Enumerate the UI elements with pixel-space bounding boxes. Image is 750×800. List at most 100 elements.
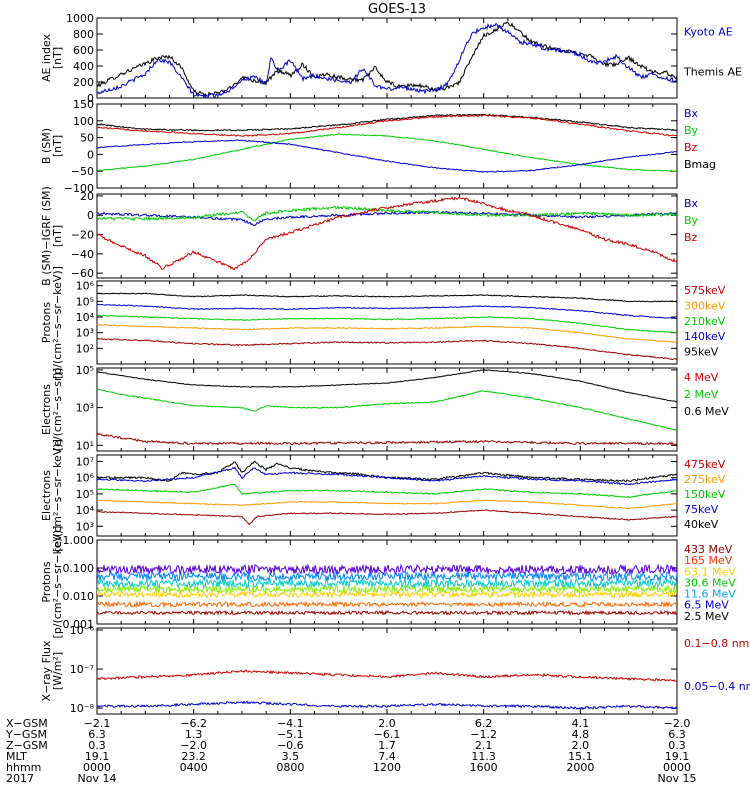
series-group	[97, 563, 677, 617]
ephemeris-value: 0000	[83, 761, 111, 774]
series-bmag	[97, 113, 677, 132]
y-axis-label: [p/(cm²−s−sr−keV)]	[51, 266, 64, 379]
y-tick-label: −100	[64, 182, 94, 195]
y-tick-label: 100	[73, 115, 94, 128]
ephemeris-row-label: 2017	[6, 772, 34, 785]
series-bz	[97, 196, 677, 271]
panel-frame	[96, 627, 678, 715]
y-tick-label: 400	[73, 60, 94, 73]
legend-entry: 75keV	[684, 503, 719, 516]
ephemeris-value: −2.0	[664, 717, 691, 730]
y-tick-label: 10⁵	[76, 488, 94, 501]
y-tick-label: 600	[73, 44, 94, 57]
panel-bdiff: −60 −40 −20 0 20 B (SM)−IGRF (SM)[nT] Bx By Bz	[40, 186, 699, 286]
y-tick-label: 10³	[76, 327, 94, 340]
series-themis-ae	[97, 21, 677, 98]
chart-title: GOES-13	[368, 2, 426, 17]
series-by	[97, 133, 677, 172]
series-group	[97, 369, 677, 446]
legend-entry: 0.6 MeV	[684, 405, 729, 418]
legend-entry: 0.05−0.4 nm	[684, 680, 750, 693]
legend-entry: 140keV	[684, 330, 726, 343]
panel-frame	[96, 454, 678, 537]
series-165-mev	[97, 570, 677, 583]
legend-entry: Bx	[684, 197, 699, 210]
series-kyoto-ae	[97, 22, 677, 98]
panel-bsm: −100 −50 0 50 100 150 B (SM)[nT] Bx By Bz Bmag	[40, 98, 716, 195]
ephemeris-value: 15.1	[568, 750, 593, 763]
ephemeris-axis: X−GSM −2.1 −6.2 −4.1 2.0 6.2 4.1 −2.0 Y−GSM 6.3 1.…	[5, 717, 696, 785]
series-30-6-mev	[97, 584, 677, 595]
series-bx	[97, 210, 677, 227]
ephemeris-value: 4.8	[572, 728, 590, 741]
ephemeris-value: −0.6	[277, 739, 304, 752]
series-433-mev	[97, 563, 677, 576]
y-tick-label: 10³	[76, 402, 94, 415]
y-tick-label: 10⁻⁷	[70, 663, 94, 676]
ephemeris-value: 1.3	[185, 728, 203, 741]
ephemeris-value: −1.2	[470, 728, 497, 741]
panel-xray: 10⁻⁸ 10⁻⁷ 10⁻⁶ X−ray Flux[W/m²] 0.1−0.8 nm 0.…	[40, 624, 750, 715]
ephemeris-row-label: X−GSM	[6, 717, 48, 730]
y-tick-label: 10⁴	[76, 504, 95, 517]
ephemeris-value: 19.1	[665, 750, 690, 763]
ephemeris-value: 7.4	[378, 750, 396, 763]
ephemeris-value: 1.7	[378, 739, 396, 752]
panel-frame	[96, 280, 678, 365]
ephemeris-value: 0400	[180, 761, 208, 774]
y-axis-label: [p/(cm²−s−sr−keV)]	[51, 526, 64, 639]
legend-entry: 150keV	[684, 488, 726, 501]
panel-frame	[96, 193, 678, 279]
legend-entry: Bz	[684, 231, 698, 244]
y-axis-label: Protons	[40, 561, 53, 602]
y-axis-label: Protons	[40, 302, 53, 343]
ephemeris-value: Nov 14	[78, 772, 117, 785]
y-tick-label: 150	[73, 98, 94, 111]
series-by	[97, 205, 677, 222]
ephemeris-value: −2.0	[180, 739, 207, 752]
legend-entry: 4 MeV	[684, 371, 719, 384]
y-axis-label: X−ray Flux	[40, 640, 53, 701]
series-green	[97, 388, 677, 432]
panel-ae: 0 200 400 600 800 1000 AE index[nT] Kyoto AE The…	[40, 12, 742, 105]
legend-entry: 2 MeV	[684, 388, 719, 401]
ephemeris-value: 1200	[373, 761, 401, 774]
y-tick-label: 1000	[66, 12, 94, 25]
series-bz	[97, 114, 677, 138]
ephemeris-value: 0000	[663, 761, 691, 774]
y-tick-label: 10⁶	[76, 472, 95, 485]
series-orange	[97, 499, 677, 510]
y-tick-label: 0	[87, 209, 94, 222]
ephemeris-value: 6.3	[668, 728, 686, 741]
ephemeris-value: Nov 15	[658, 772, 697, 785]
ephemeris-value: 6.2	[475, 717, 493, 730]
series-darkred	[97, 509, 677, 526]
y-tick-label: 200	[73, 76, 94, 89]
legend-entry: 300keV	[684, 299, 726, 312]
ephemeris-row-label: MLT	[6, 750, 27, 763]
series-blue	[97, 466, 677, 486]
series-63-1-mev	[97, 577, 677, 590]
y-tick-label: −60	[71, 267, 94, 280]
y-tick-label: 10⁵	[76, 295, 94, 308]
series-darkred	[97, 338, 677, 361]
ephemeris-value: 2000	[566, 761, 594, 774]
y-tick-label: 800	[73, 28, 94, 41]
y-axis-label: [e/(cm²−s−sr−keV)]	[51, 439, 64, 552]
series-11-6-mev	[97, 589, 677, 600]
panel-protons2: 0.001 0.010 0.100 1.000 Protons[p/(cm²−s−sr−…	[40, 526, 736, 639]
ephemeris-row-label: Z−GSM	[6, 739, 48, 752]
y-tick-label: 0	[87, 92, 94, 105]
legend-entry: 433 MeV	[684, 543, 733, 556]
legend-entry: 30.6 MeV	[684, 576, 736, 589]
y-axis-label: Electrons	[40, 384, 53, 435]
legend-entry: 575keV	[684, 284, 726, 297]
ephemeris-value: 23.2	[181, 750, 206, 763]
series-black	[97, 292, 677, 303]
y-tick-label: −40	[71, 248, 94, 261]
series-0-1-0-8-nm	[97, 669, 677, 683]
series-group	[97, 292, 677, 361]
series-black	[97, 369, 677, 403]
